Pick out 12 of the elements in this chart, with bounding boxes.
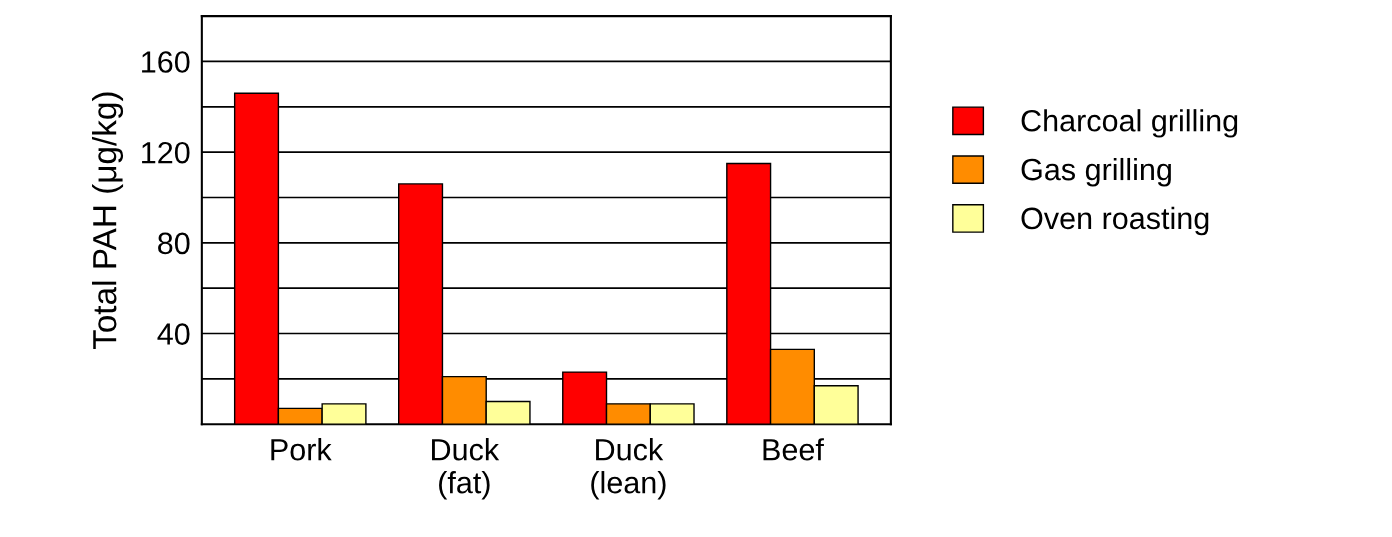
x-tick-label: Duck (fat) bbox=[432, 438, 500, 500]
y-tick-label: 40 bbox=[157, 323, 190, 345]
x-tick-label: Pork bbox=[271, 438, 332, 461]
y-tick-label: 80 bbox=[158, 232, 190, 255]
x-tick-label: Duck (lean) bbox=[591, 438, 666, 500]
y-tick-label: 120 bbox=[142, 141, 190, 164]
y-axis-title: Total PAH (μg/kg) bbox=[92, 92, 124, 350]
legend-label: Gas grilling bbox=[1021, 157, 1171, 187]
legend-label: Charcoal grilling bbox=[1021, 109, 1238, 138]
y-tick-label: 160 bbox=[142, 51, 190, 73]
legend-label: Oven roasting bbox=[1021, 206, 1209, 236]
x-tick-label: Beef bbox=[763, 438, 824, 461]
